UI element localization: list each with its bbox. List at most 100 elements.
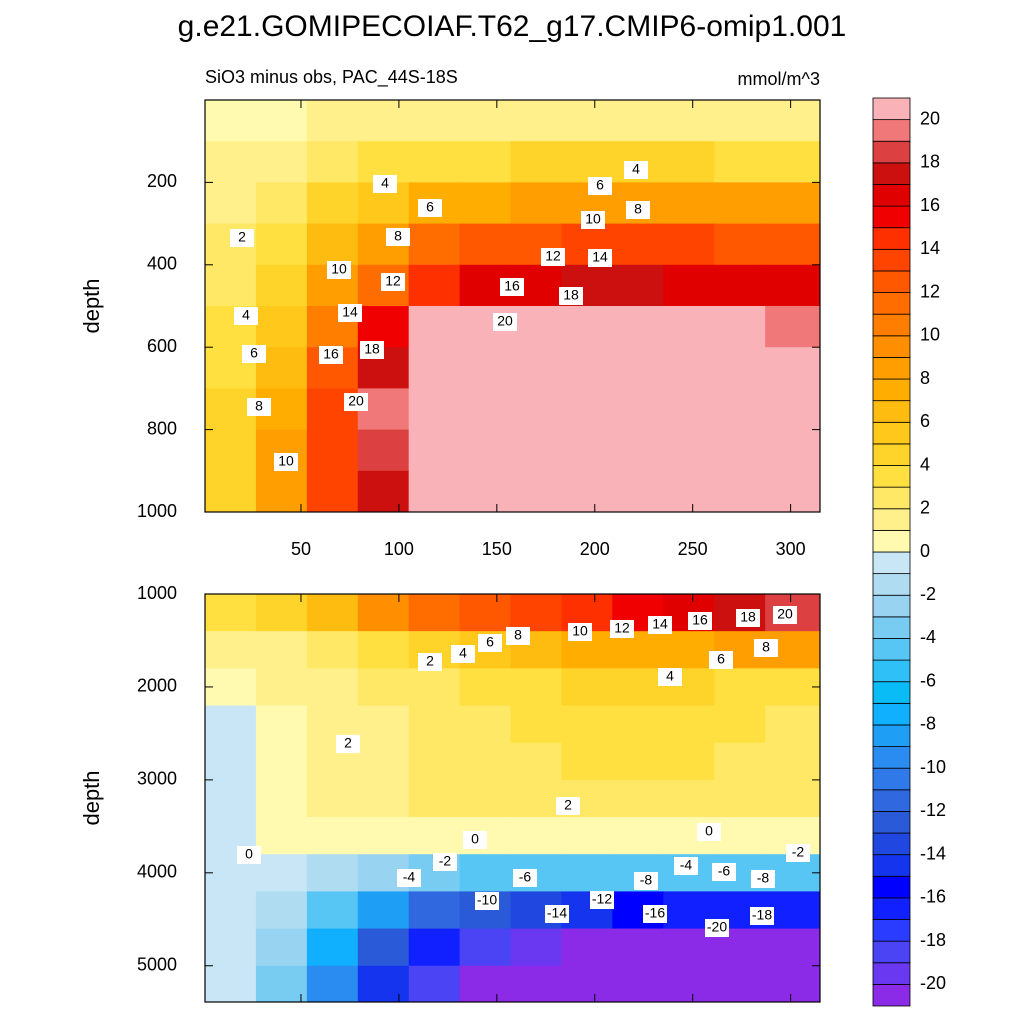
field-cell [714, 388, 766, 431]
contour-label-bg [634, 872, 658, 890]
field-cell [408, 100, 461, 142]
field-cell [459, 668, 512, 707]
field-cell [255, 631, 308, 669]
colorbar-label: -8 [920, 714, 936, 734]
field-cell [663, 705, 715, 744]
field-cell [561, 817, 613, 855]
colorbar-label: -10 [920, 757, 946, 777]
contour-label: -6 [513, 869, 537, 887]
colorbar-box [872, 205, 911, 229]
colorbar-label: -16 [920, 887, 946, 907]
contour-label: 0 [697, 823, 721, 841]
colorbar-box [872, 292, 911, 315]
field-cell [357, 817, 410, 855]
contour-label-bg [688, 612, 712, 630]
field-cell [255, 705, 308, 744]
colorbar-label: 2 [920, 498, 930, 518]
field-cell [765, 388, 820, 431]
field-cell [255, 223, 308, 266]
field-cell [357, 429, 410, 472]
contour-label-bg [751, 870, 775, 888]
contour-label-text: 18 [563, 287, 579, 303]
field-cell [561, 388, 613, 431]
contour-label: 6 [588, 177, 612, 195]
colorbar-box [872, 140, 911, 164]
contour-label-bg [658, 668, 682, 686]
contour-label-text: 10 [572, 623, 588, 639]
contour-label: 10 [274, 453, 298, 471]
field-cell [612, 928, 664, 967]
field-cell [255, 264, 308, 307]
field-cell [765, 141, 820, 183]
field-cell [663, 470, 715, 512]
field-cell [205, 891, 257, 930]
contour-label-text: 20 [777, 606, 793, 622]
contour-label-text: 4 [381, 175, 389, 191]
contour-label: 4 [234, 307, 258, 325]
field-cell [255, 817, 308, 855]
field-cell [765, 891, 820, 930]
field-cell [408, 470, 461, 512]
contour-label: 8 [626, 201, 650, 219]
field-cell [510, 100, 562, 142]
field-cell [306, 779, 359, 818]
colorbar-label: -2 [920, 584, 936, 604]
field-cell [612, 429, 664, 472]
colorbar-box [872, 162, 911, 185]
field-cell [561, 347, 613, 389]
field-cell [612, 388, 664, 431]
field-cell [459, 100, 512, 142]
field-cell [306, 594, 359, 632]
field-cell [714, 264, 766, 307]
x-tick-label: 200 [580, 539, 610, 559]
contour-label-text: 10 [585, 211, 601, 227]
field-cell [663, 429, 715, 472]
y-tick-label: 1000 [137, 501, 177, 521]
field-cell [205, 779, 257, 818]
contour-label: -4 [397, 869, 421, 887]
colorbar-box [872, 465, 911, 488]
field-cell [510, 347, 562, 389]
field-cell [306, 470, 359, 512]
contour-label-bg [590, 891, 614, 909]
contour-label-text: 6 [717, 651, 725, 667]
colorbar-box [872, 702, 911, 726]
contour-label: 0 [237, 846, 261, 864]
field-cell [714, 742, 766, 781]
field-cell [255, 470, 308, 512]
field-cell [510, 182, 562, 225]
field-cell [357, 705, 410, 744]
field-cell [255, 928, 308, 967]
contour-label: 2 [336, 735, 360, 753]
contour-label: 16 [500, 278, 524, 296]
field-cell [205, 631, 257, 669]
contour-label-bg [786, 844, 810, 862]
contour-label: 8 [247, 398, 271, 416]
contour-label-text: -10 [477, 892, 497, 908]
field-cell [459, 182, 512, 225]
field-cell [663, 347, 715, 389]
contour-label: 12 [381, 273, 405, 291]
contour-label-text: 4 [632, 161, 640, 177]
contour-label-text: 2 [564, 797, 572, 813]
contour-label-bg [750, 907, 774, 925]
field-cell [561, 928, 613, 967]
contour-label-bg [360, 341, 384, 359]
field-cell [714, 470, 766, 512]
contour-label: 6 [709, 651, 733, 669]
contour-label-bg [397, 869, 421, 887]
field-cell [663, 779, 715, 818]
field-cell [306, 965, 359, 1002]
contour-label-text: -2 [792, 844, 805, 860]
field-cell [714, 100, 766, 142]
contour-label-text: 6 [250, 345, 258, 361]
contour-label-bg [545, 905, 569, 923]
field-cell [205, 429, 257, 472]
field-cell [408, 965, 461, 1002]
contour-label: -8 [634, 872, 658, 890]
field-cell [714, 347, 766, 389]
field-cell [408, 928, 461, 967]
contour-label-text: 20 [348, 393, 364, 409]
field-cell [510, 388, 562, 431]
